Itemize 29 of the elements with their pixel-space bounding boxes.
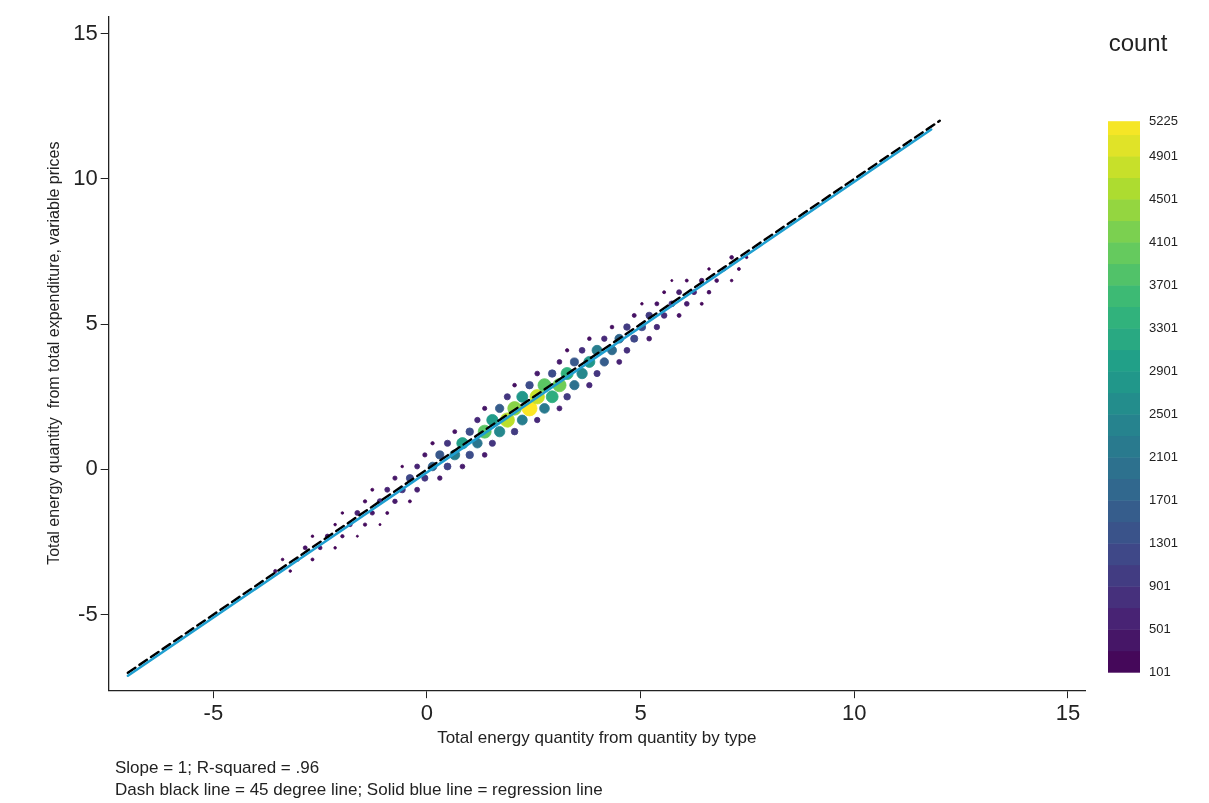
color-bar-label: 1301 (1149, 534, 1178, 550)
y-tick-label: 10 (73, 164, 98, 190)
color-bar-title: count (1108, 28, 1168, 56)
color-bar-label: 1701 (1149, 491, 1178, 507)
text: Slope = 1; R-squared = .96 (115, 757, 320, 777)
color-bar-label: 4501 (1149, 190, 1178, 206)
color-bar-label: 901 (1149, 577, 1171, 593)
color-bar-label: 4101 (1149, 233, 1178, 249)
color-bar-label: 2101 (1149, 448, 1178, 464)
color-bar-label: 2501 (1149, 405, 1178, 421)
color-bar-label: 5225 (1149, 112, 1178, 128)
y-axis-title: Total energy quantity from total expenditure, variable prices (45, 141, 63, 565)
color-bar-label: 101 (1149, 663, 1171, 679)
color-bar-label: 4901 (1149, 147, 1178, 163)
x-tick-label: 5 (634, 700, 647, 726)
color-bar-label: 501 (1149, 620, 1171, 636)
text: Dash black line = 45 degree line; Solid blue line = regression line (115, 779, 603, 799)
color-bar-label: 2901 (1149, 362, 1178, 378)
y-tick-label: 0 (85, 455, 98, 481)
color-bar-label: 3301 (1149, 319, 1178, 335)
x-tick-label: -5 (203, 700, 224, 726)
y-tick-label: -5 (78, 600, 98, 626)
x-axis-title: Total energy quantity from quantity by type (437, 728, 757, 748)
x-tick-label: 15 (1055, 700, 1081, 726)
y-tick-label: 5 (85, 310, 98, 336)
x-tick-label: 10 (842, 700, 867, 726)
y-tick-label: 15 (73, 19, 98, 45)
color-bar-label: 3701 (1149, 276, 1178, 292)
x-tick-label: 0 (420, 700, 434, 726)
